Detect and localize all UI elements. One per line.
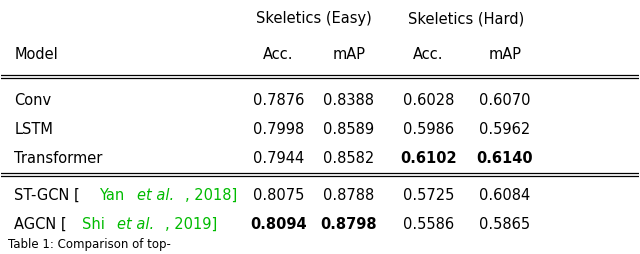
Text: mAP: mAP (332, 46, 365, 61)
Text: 0.7876: 0.7876 (253, 93, 304, 108)
Text: AGCN [: AGCN [ (14, 217, 67, 232)
Text: 0.6028: 0.6028 (403, 93, 454, 108)
Text: 0.8075: 0.8075 (253, 188, 304, 203)
Text: mAP: mAP (488, 46, 522, 61)
Text: et al.: et al. (137, 188, 174, 203)
Text: 0.5986: 0.5986 (403, 122, 454, 137)
Text: ST-GCN [: ST-GCN [ (14, 188, 80, 203)
Text: Acc.: Acc. (413, 46, 444, 61)
Text: LSTM: LSTM (14, 122, 53, 137)
Text: , 2019]: , 2019] (164, 217, 217, 232)
Text: Shi: Shi (82, 217, 109, 232)
Text: 0.8798: 0.8798 (321, 217, 377, 232)
Text: 0.6070: 0.6070 (479, 93, 531, 108)
Text: 0.7998: 0.7998 (253, 122, 304, 137)
Text: 0.5962: 0.5962 (479, 122, 531, 137)
Text: 0.6102: 0.6102 (400, 151, 457, 166)
Text: 0.5586: 0.5586 (403, 217, 454, 232)
Text: 0.8589: 0.8589 (323, 122, 374, 137)
Text: 0.8788: 0.8788 (323, 188, 374, 203)
Text: Yan: Yan (99, 188, 129, 203)
Text: et al.: et al. (117, 217, 154, 232)
Text: 0.8388: 0.8388 (323, 93, 374, 108)
Text: 0.8582: 0.8582 (323, 151, 374, 166)
Text: 0.6140: 0.6140 (477, 151, 533, 166)
Text: Acc.: Acc. (263, 46, 294, 61)
Text: Skeletics (Easy): Skeletics (Easy) (256, 11, 371, 26)
Text: Conv: Conv (14, 93, 51, 108)
Text: 0.5725: 0.5725 (403, 188, 454, 203)
Text: , 2018]: , 2018] (185, 188, 237, 203)
Text: 0.6084: 0.6084 (479, 188, 531, 203)
Text: Table 1: Comparison of top-: Table 1: Comparison of top- (8, 238, 171, 251)
Text: 0.8094: 0.8094 (250, 217, 307, 232)
Text: 0.7944: 0.7944 (253, 151, 304, 166)
Text: Transformer: Transformer (14, 151, 102, 166)
Text: 0.5865: 0.5865 (479, 217, 531, 232)
Text: Model: Model (14, 46, 58, 61)
Text: Skeletics (Hard): Skeletics (Hard) (408, 11, 525, 26)
